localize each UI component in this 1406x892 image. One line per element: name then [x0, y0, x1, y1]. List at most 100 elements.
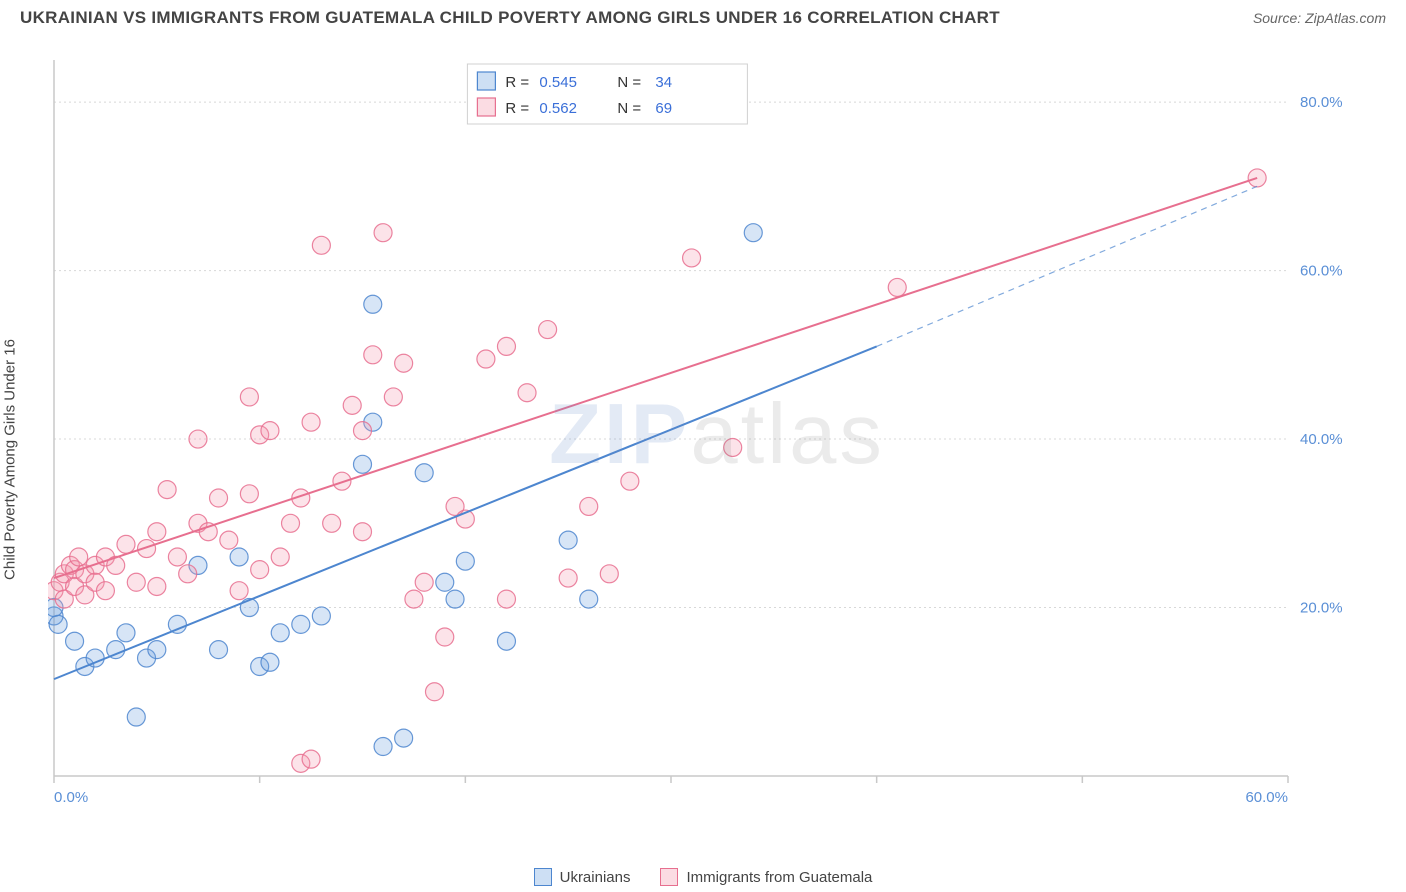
data-point: [559, 569, 577, 587]
data-point: [70, 548, 88, 566]
data-point: [251, 561, 269, 579]
data-point: [580, 497, 598, 515]
data-point: [405, 590, 423, 608]
data-point: [518, 384, 536, 402]
data-point: [148, 523, 166, 541]
data-point: [374, 738, 392, 756]
data-point: [600, 565, 618, 583]
data-point: [49, 615, 67, 633]
data-point: [425, 683, 443, 701]
legend-swatch: [534, 868, 552, 886]
data-point: [395, 729, 413, 747]
data-point: [446, 590, 464, 608]
data-point: [395, 354, 413, 372]
data-point: [210, 489, 228, 507]
data-point: [158, 481, 176, 499]
data-point: [415, 573, 433, 591]
chart-title: UKRAINIAN VS IMMIGRANTS FROM GUATEMALA C…: [20, 8, 1000, 28]
data-point: [343, 396, 361, 414]
data-point: [456, 552, 474, 570]
data-point: [117, 624, 135, 642]
data-point: [436, 573, 454, 591]
legend-r-label: R =: [505, 100, 529, 117]
legend-r-label: R =: [505, 74, 529, 91]
data-point: [384, 388, 402, 406]
source-label: Source: ZipAtlas.com: [1253, 10, 1386, 26]
data-point: [261, 422, 279, 440]
legend-swatch: [660, 868, 678, 886]
data-point: [354, 422, 372, 440]
data-point: [66, 632, 84, 650]
data-point: [580, 590, 598, 608]
data-point: [292, 615, 310, 633]
data-point: [415, 464, 433, 482]
data-point: [744, 224, 762, 242]
chart-area: Child Poverty Among Girls Under 16 20.0%…: [48, 50, 1386, 852]
trend-line: [54, 346, 877, 679]
legend-item: Ukrainians: [534, 868, 631, 886]
data-point: [96, 582, 114, 600]
y-tick-label: 80.0%: [1300, 94, 1343, 111]
data-point: [374, 224, 392, 242]
data-point: [168, 615, 186, 633]
trend-line-ext: [877, 186, 1257, 346]
data-point: [323, 514, 341, 532]
y-tick-label: 60.0%: [1300, 263, 1343, 280]
data-point: [364, 346, 382, 364]
data-point: [240, 388, 258, 406]
scatter-chart: 20.0% 40.0% 60.0% 80.0% 0.0% 60.0% R = 0.545 N =…: [48, 50, 1358, 810]
data-point: [127, 573, 145, 591]
data-point: [240, 599, 258, 617]
data-point: [148, 577, 166, 595]
legend-swatch: [477, 98, 495, 116]
data-point: [148, 641, 166, 659]
y-axis-label: Child Poverty Among Girls Under 16: [2, 339, 19, 580]
data-point: [683, 249, 701, 267]
y-tick-label: 40.0%: [1300, 431, 1343, 448]
legend-item: Immigrants from Guatemala: [660, 868, 872, 886]
data-point: [302, 750, 320, 768]
data-point: [282, 514, 300, 532]
legend-r-value: 0.545: [539, 74, 577, 91]
data-point: [302, 413, 320, 431]
data-point: [539, 321, 557, 339]
data-point: [497, 632, 515, 650]
data-point: [230, 548, 248, 566]
trend-line: [54, 178, 1257, 578]
data-point: [179, 565, 197, 583]
data-point: [210, 641, 228, 659]
x-tick-label: 60.0%: [1245, 789, 1288, 806]
data-point: [312, 607, 330, 625]
data-point: [168, 548, 186, 566]
legend-n-label: N =: [617, 100, 641, 117]
data-point: [240, 485, 258, 503]
data-point: [271, 624, 289, 642]
legend-n-value: 34: [655, 74, 672, 91]
data-point: [230, 582, 248, 600]
legend-label: Immigrants from Guatemala: [686, 869, 872, 886]
legend-swatch: [477, 72, 495, 90]
data-point: [559, 531, 577, 549]
data-point: [312, 236, 330, 254]
legend-r-value: 0.562: [539, 100, 577, 117]
x-tick-label: 0.0%: [54, 789, 88, 806]
data-point: [354, 523, 372, 541]
data-point: [888, 278, 906, 296]
data-point: [189, 430, 207, 448]
data-point: [364, 295, 382, 313]
data-point: [127, 708, 145, 726]
data-point: [497, 337, 515, 355]
data-point: [497, 590, 515, 608]
data-point: [724, 438, 742, 456]
data-point: [220, 531, 238, 549]
data-point: [354, 455, 372, 473]
legend-n-value: 69: [655, 100, 672, 117]
data-point: [477, 350, 495, 368]
y-tick-label: 20.0%: [1300, 600, 1343, 617]
bottom-legend: Ukrainians Immigrants from Guatemala: [0, 868, 1406, 886]
data-point: [271, 548, 289, 566]
data-point: [621, 472, 639, 490]
legend-n-label: N =: [617, 74, 641, 91]
data-point: [261, 653, 279, 671]
data-point: [117, 535, 135, 553]
